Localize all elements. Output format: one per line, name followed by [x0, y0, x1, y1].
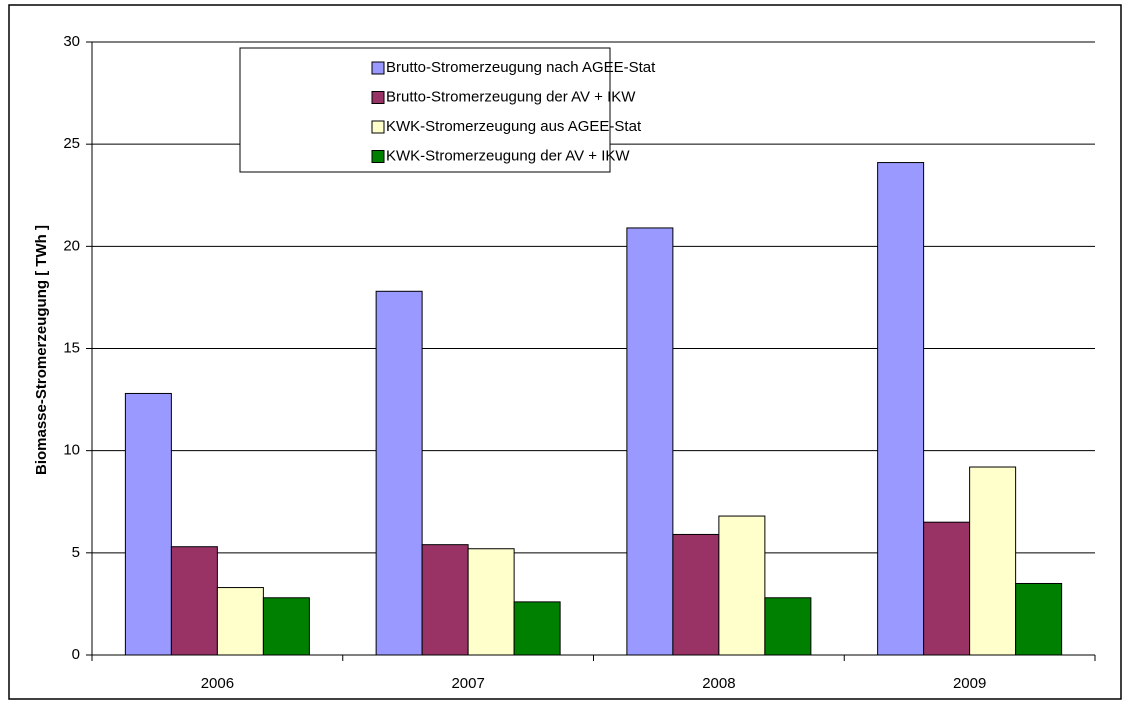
bar	[1015, 582, 1063, 656]
bar	[969, 466, 1017, 656]
bar	[923, 521, 971, 656]
legend-label: KWK-Stromerzeugung aus AGEE-Stat	[386, 118, 642, 135]
bar	[467, 548, 515, 656]
y-tick-label: 0	[72, 646, 80, 663]
bar	[513, 601, 561, 656]
legend-swatch	[371, 120, 385, 134]
bar	[216, 587, 264, 656]
bar	[672, 533, 720, 656]
x-tick-label: 2006	[201, 675, 234, 692]
legend-label: Brutto-Stromerzeugung der AV + IKW	[386, 88, 636, 105]
bar	[124, 392, 172, 656]
bar	[626, 227, 674, 656]
legend-label: KWK-Stromerzeugung der AV + IKW	[386, 147, 630, 164]
bar	[375, 290, 423, 656]
y-tick-label: 25	[63, 135, 80, 152]
x-tick-label: 2009	[953, 675, 986, 692]
legend-swatch	[371, 91, 385, 104]
y-axis-label: Biomasse-Stromerzeugung [ TWh ]	[33, 225, 50, 475]
bar	[421, 544, 469, 656]
legend-swatch	[371, 61, 385, 75]
legend-swatch	[371, 150, 385, 163]
y-tick-label: 15	[63, 339, 80, 356]
y-tick-label: 30	[63, 33, 80, 50]
x-tick-label: 2007	[451, 675, 484, 692]
legend-box	[239, 47, 611, 173]
bar	[764, 597, 812, 656]
y-tick-label: 20	[63, 237, 80, 254]
bar	[170, 546, 218, 656]
bar	[262, 597, 310, 656]
x-tick-label: 2008	[702, 675, 735, 692]
chart-frame	[8, 4, 1122, 700]
y-tick-label: 10	[63, 442, 80, 459]
y-tick-label: 5	[72, 544, 80, 561]
bar	[718, 515, 766, 656]
bar	[877, 162, 925, 656]
legend-label: Brutto-Stromerzeugung nach AGEE-Stat	[386, 59, 656, 76]
